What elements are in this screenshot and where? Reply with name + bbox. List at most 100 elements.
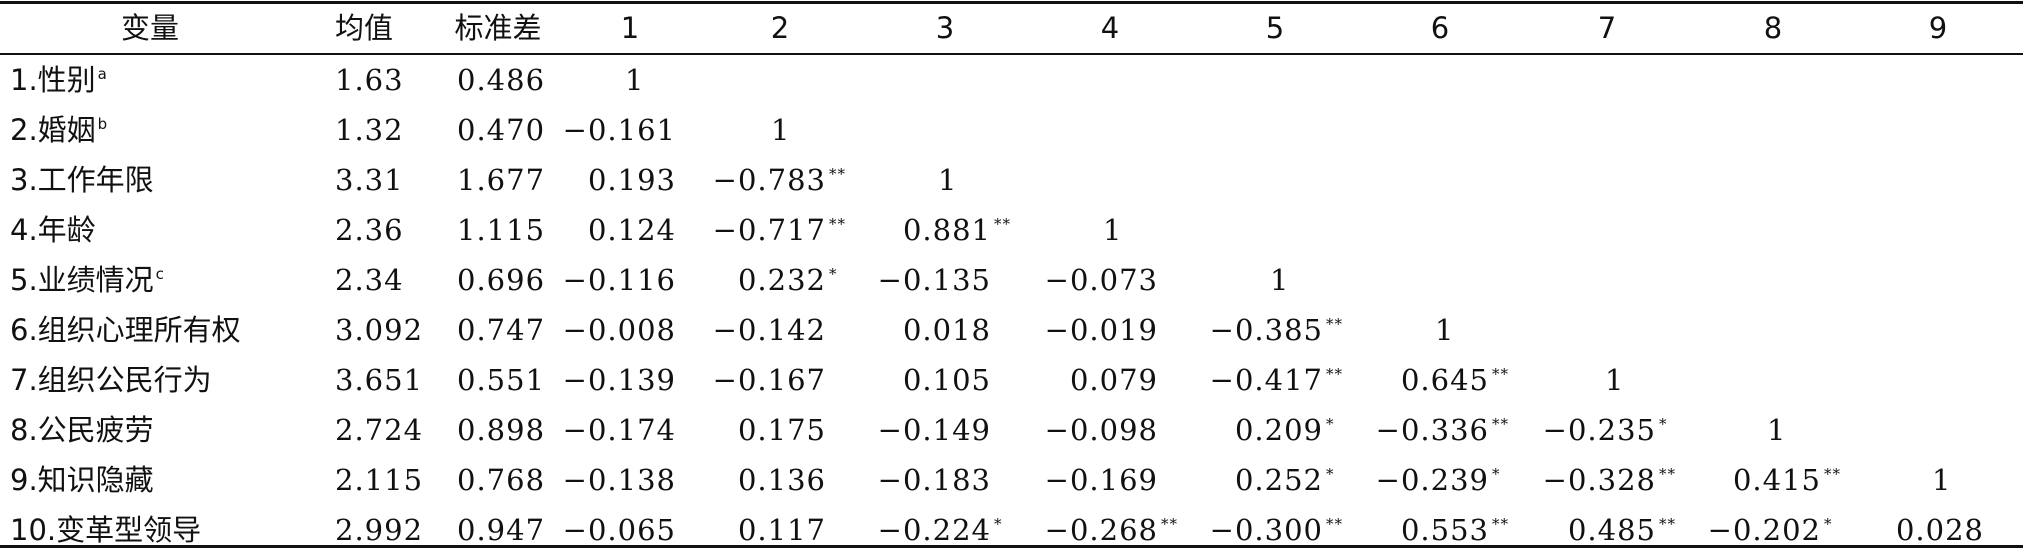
correlation-cell: 0.105 xyxy=(903,355,1020,405)
correlation-value: 0.193 xyxy=(587,163,676,197)
row-label: 6.组织心理所有权 xyxy=(10,305,241,355)
correlation-cell: 1 xyxy=(625,55,673,105)
header-col-4: 4 xyxy=(1100,11,1120,45)
correlation-cell: 0.415 ** xyxy=(1732,463,1841,497)
correlation-value: −0.385 xyxy=(1209,313,1323,347)
sd-cell: 1.677 xyxy=(457,163,546,197)
correlation-cell: −0.138 xyxy=(563,455,705,505)
row-label-text: 2.婚姻 xyxy=(10,113,96,147)
correlation-cell: 0.079 xyxy=(1070,355,1187,405)
correlation-value: −0.202 xyxy=(1707,513,1821,547)
mean-cell: 3.651 xyxy=(335,363,424,397)
correlation-value: −0.169 xyxy=(1044,463,1158,497)
sd-cell: 0.470 xyxy=(457,113,546,147)
correlation-cell: −0.167 xyxy=(713,355,855,405)
correlation-cell: −0.783 ** xyxy=(712,163,846,197)
header-col-6: 6 xyxy=(1430,11,1450,45)
correlation-value: −0.139 xyxy=(562,363,676,397)
correlation-value: 0.117 xyxy=(737,513,826,547)
table-row: 10.变革型领导 2.992 0.947 −0.065 0.117 −0.224 * −0.2… xyxy=(0,505,2023,555)
correlation-value: −0.019 xyxy=(1044,313,1158,347)
correlation-cell: −0.224 * xyxy=(877,513,1003,547)
correlation-cell: 0.193 xyxy=(588,155,705,205)
correlation-cell: 0.117 xyxy=(738,505,855,555)
correlation-value: 0.028 xyxy=(1895,513,1984,547)
correlation-value: 0.232 xyxy=(737,263,826,297)
correlation-cell: 0.018 xyxy=(903,305,1020,355)
correlation-cell: 1 xyxy=(771,105,819,155)
correlation-value: −0.783 xyxy=(712,163,826,197)
header-col-8: 8 xyxy=(1763,11,1783,45)
row-label: 8.公民疲劳 xyxy=(10,405,154,455)
correlation-cell: 0.645 ** xyxy=(1400,363,1509,397)
correlation-cell: −0.202 * xyxy=(1707,513,1833,547)
row-label-text: 4.年龄 xyxy=(10,213,96,247)
row-label-text: 6.组织心理所有权 xyxy=(10,313,241,347)
table-row: 6.组织心理所有权 3.092 0.747 −0.008 −0.142 0.018 −0.0… xyxy=(0,305,2023,355)
correlation-cell: −0.417 ** xyxy=(1209,363,1343,397)
correlation-value: 1 xyxy=(1435,313,1455,347)
correlation-value: 1 xyxy=(1270,263,1290,297)
header-col-2: 2 xyxy=(770,11,790,45)
row-label: 3.工作年限 xyxy=(10,155,154,205)
table-row: 7.组织公民行为 3.651 0.551 −0.139 −0.167 0.105 0.079… xyxy=(0,355,2023,405)
correlation-value: −0.235 xyxy=(1542,413,1656,447)
row-label: 2.婚姻 b xyxy=(10,105,107,155)
sd-cell: 0.747 xyxy=(457,313,546,347)
correlation-value: −0.417 xyxy=(1209,363,1323,397)
footnote-marker: b xyxy=(97,115,108,134)
mean-cell: 2.115 xyxy=(335,463,424,497)
correlation-value: 0.136 xyxy=(737,463,826,497)
correlation-value: 0.252 xyxy=(1234,463,1323,497)
correlation-value: −0.183 xyxy=(877,463,991,497)
correlation-value: −0.717 xyxy=(712,213,826,247)
row-label: 10.变革型领导 xyxy=(10,505,201,555)
correlation-cell: −0.019 xyxy=(1045,305,1187,355)
row-label-text: 8.公民疲劳 xyxy=(10,413,154,447)
header-col-5: 5 xyxy=(1265,11,1285,45)
correlation-cell: −0.073 xyxy=(1045,255,1187,305)
table-row: 4.年龄 2.36 1.115 0.124 −0.717 ** 0.881 ** 1 xyxy=(0,205,2023,255)
correlation-cell: 0.252 * xyxy=(1234,463,1335,497)
sd-cell: 0.768 xyxy=(457,463,546,497)
correlation-cell: 0.028 xyxy=(1896,505,2013,555)
correlation-value: −0.224 xyxy=(877,513,991,547)
correlation-value: 1 xyxy=(1767,413,1787,447)
sd-cell: 0.898 xyxy=(457,413,546,447)
correlation-value: 0.018 xyxy=(902,313,991,347)
correlation-cell: −0.183 xyxy=(878,455,1020,505)
correlation-value: −0.098 xyxy=(1044,413,1158,447)
correlation-cell: −0.328 ** xyxy=(1542,463,1676,497)
correlation-value: −0.336 xyxy=(1375,413,1489,447)
correlation-cell: 0.209 * xyxy=(1234,413,1335,447)
header-col-9: 9 xyxy=(1928,11,1948,45)
correlation-value: 0.415 xyxy=(1732,463,1821,497)
correlation-value: 0.079 xyxy=(1069,363,1158,397)
correlation-cell: 1 xyxy=(1932,455,1980,505)
correlation-cell: −0.336 ** xyxy=(1375,413,1509,447)
correlation-value: 1 xyxy=(771,113,791,147)
header-col-3: 3 xyxy=(935,11,955,45)
correlation-cell: 1 xyxy=(1270,255,1318,305)
correlation-cell: −0.135 xyxy=(878,255,1020,305)
table-row: 1.性别 a 1.63 0.486 1 xyxy=(0,55,2023,105)
correlation-value: −0.008 xyxy=(562,313,676,347)
sd-cell: 0.696 xyxy=(457,263,546,297)
row-label-text: 1.性别 xyxy=(10,63,96,97)
row-label: 9.知识隐藏 xyxy=(10,455,154,505)
correlation-cell: −0.098 xyxy=(1045,405,1187,455)
correlation-cell: 0.553 ** xyxy=(1400,513,1509,547)
correlation-value: −0.174 xyxy=(562,413,676,447)
correlation-value: 0.175 xyxy=(737,413,826,447)
mean-cell: 3.092 xyxy=(335,313,424,347)
correlation-value: −0.268 xyxy=(1044,513,1158,547)
correlation-cell: −0.149 xyxy=(878,405,1020,455)
correlation-value: −0.161 xyxy=(562,113,676,147)
table-row: 2.婚姻 b 1.32 0.470 −0.161 1 xyxy=(0,105,2023,155)
correlation-value: 1 xyxy=(1605,363,1625,397)
footnote-marker: c xyxy=(155,265,164,284)
correlation-value: 1 xyxy=(938,163,958,197)
row-label: 4.年龄 xyxy=(10,205,96,255)
table-top-rule xyxy=(0,1,2023,4)
row-label-text: 10.变革型领导 xyxy=(10,513,202,547)
